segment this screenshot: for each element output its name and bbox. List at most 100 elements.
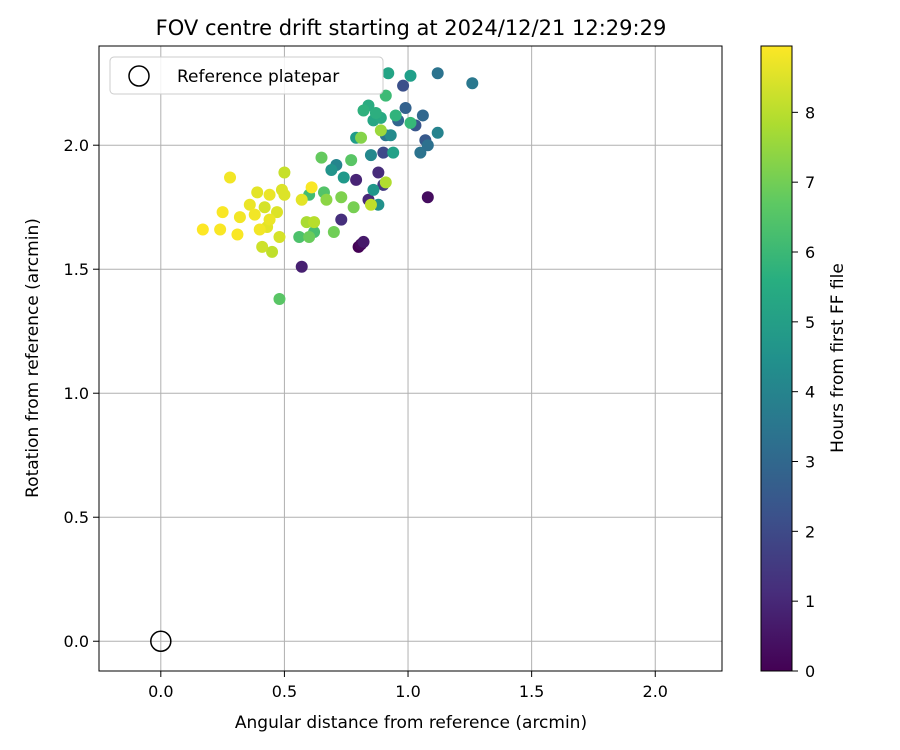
data-point: [377, 146, 390, 159]
data-point: [364, 149, 377, 162]
data-point: [357, 235, 370, 248]
data-point: [404, 69, 417, 82]
data-point: [263, 188, 276, 201]
data-point: [367, 183, 380, 196]
data-point: [379, 176, 392, 189]
data-point: [243, 198, 256, 211]
legend-marker-icon: [128, 65, 150, 87]
colorbar-tick-label: 4: [805, 383, 815, 402]
data-point: [327, 226, 340, 239]
data-point: [305, 181, 318, 194]
data-point: [379, 89, 392, 102]
legend-label: Reference platepar: [177, 67, 339, 87]
data-point: [347, 201, 360, 214]
x-tick-label: 1.5: [519, 682, 544, 701]
data-point: [248, 208, 261, 221]
data-point: [263, 213, 276, 226]
data-point: [275, 183, 288, 196]
colorbar: 0 1 2 3 4 5 6 7 8 Hours from first FF file: [760, 45, 848, 681]
data-point: [414, 146, 427, 159]
colorbar-ticks: 0 1 2 3 4 5 6 7 8: [792, 103, 815, 681]
colorbar-tick-label: 6: [805, 243, 815, 262]
data-point: [295, 193, 308, 206]
plot-area: [99, 46, 722, 671]
data-point: [216, 206, 229, 219]
data-point: [303, 230, 316, 243]
colorbar-tick-label: 2: [805, 522, 815, 541]
data-point: [214, 223, 227, 236]
data-point: [350, 173, 363, 186]
legend: Reference platepar: [109, 56, 384, 95]
x-tick-label: 0.5: [272, 682, 297, 701]
colorbar-tick-label: 7: [805, 173, 815, 192]
data-points: [196, 67, 479, 305]
reference-marker-group: [150, 630, 172, 652]
data-point: [355, 131, 368, 144]
data-point: [421, 191, 434, 204]
x-axis-label: Angular distance from reference (arcmin): [235, 713, 587, 733]
data-point: [256, 240, 269, 253]
data-point: [295, 260, 308, 273]
y-axis-label: Rotation from reference (arcmin): [23, 218, 43, 498]
data-point: [335, 213, 348, 226]
data-point: [372, 166, 385, 179]
chart-title: FOV centre drift starting at 2024/12/21 …: [156, 16, 667, 40]
data-point: [271, 206, 283, 219]
data-point: [369, 106, 382, 119]
x-tick-label: 1.0: [395, 682, 420, 701]
colorbar-tick-label: 3: [805, 453, 815, 472]
data-point: [387, 146, 400, 159]
data-point: [320, 193, 333, 206]
x-tick-label: 0.0: [148, 682, 173, 701]
grid-lines: [99, 46, 722, 671]
data-point: [421, 139, 434, 152]
data-point: [374, 124, 387, 137]
data-point: [293, 230, 306, 243]
data-point: [416, 109, 429, 122]
y-tick-label: 1.5: [64, 260, 89, 279]
data-point: [431, 67, 444, 80]
data-point: [431, 126, 444, 139]
reference-platepar-marker: [150, 630, 172, 652]
x-axis-ticks: 0.0 0.5 1.0 1.5 2.0: [148, 671, 668, 701]
data-point: [266, 245, 279, 258]
colorbar-tick-label: 0: [805, 662, 815, 681]
data-point: [397, 79, 410, 92]
data-point: [399, 102, 412, 115]
data-point: [273, 292, 286, 305]
colorbar-label: Hours from first FF file: [828, 263, 848, 453]
x-tick-label: 2.0: [643, 682, 668, 701]
data-point: [382, 67, 395, 80]
data-point: [335, 191, 348, 204]
data-point: [273, 230, 286, 243]
y-axis-ticks: 0.0 0.5 1.0 1.5 2.0: [64, 136, 99, 651]
data-point: [389, 109, 402, 122]
legend-box: [109, 56, 384, 95]
data-point: [337, 171, 350, 184]
y-tick-label: 1.0: [64, 384, 89, 403]
colorbar-gradient: [760, 45, 793, 672]
data-point: [278, 166, 291, 179]
data-point: [384, 129, 397, 142]
data-point: [196, 223, 209, 236]
data-point: [345, 154, 358, 167]
data-point: [258, 201, 271, 214]
data-point: [315, 151, 328, 164]
data-point: [233, 211, 246, 224]
colorbar-tick-label: 5: [805, 313, 815, 332]
data-point: [308, 216, 321, 229]
y-tick-label: 0.0: [64, 632, 89, 651]
data-point: [325, 164, 338, 177]
colorbar-tick-label: 1: [805, 592, 815, 611]
y-tick-label: 2.0: [64, 136, 89, 155]
colorbar-tick-label: 8: [805, 103, 815, 122]
data-point: [404, 116, 417, 129]
data-point: [224, 171, 237, 184]
plot-frame: [98, 45, 723, 672]
y-tick-label: 0.5: [64, 508, 89, 527]
data-point: [466, 77, 479, 90]
data-point: [357, 104, 370, 117]
data-point: [253, 223, 266, 236]
data-point: [231, 228, 244, 241]
